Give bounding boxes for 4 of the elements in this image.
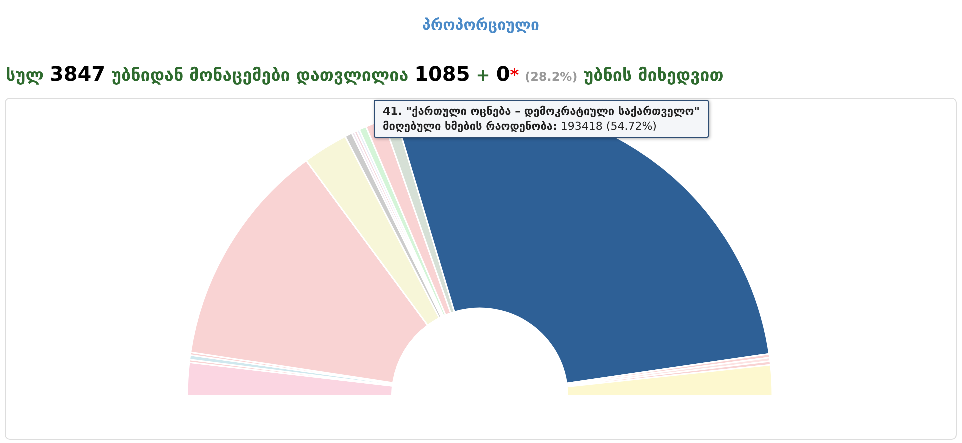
text: სულ 3847 უბნიდან მონაცემები დათვლილია 1085 + 0* (28.2%) უბნის მიხედვით [6, 62, 724, 86]
chart-title: პროპორციული [422, 16, 540, 34]
slice-label: 41. "ქართული ოცნება – დემოკრატიული საქართველო" [383, 105, 700, 118]
text: მიღებული ხმების რაოდენობა: 193418 (54.72%) [383, 119, 658, 134]
